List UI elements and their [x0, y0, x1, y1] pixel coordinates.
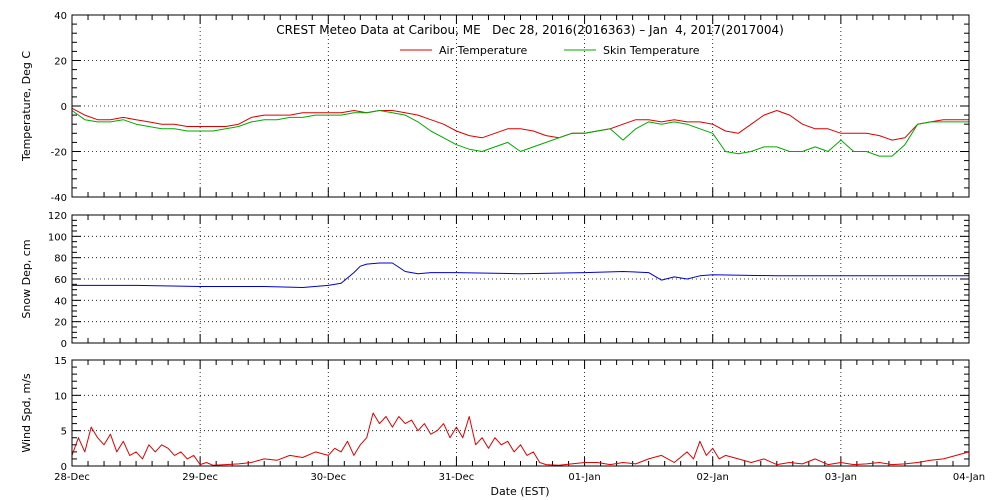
x-tick-label: 31-Dec	[439, 472, 475, 483]
y-tick-label: 10	[54, 391, 67, 402]
plot-frame	[71, 14, 970, 198]
series-line-1-0	[72, 262, 969, 288]
y-tick-label: 0	[61, 102, 67, 113]
y-tick-label: -40	[51, 193, 67, 204]
x-tick-label: 03-Jan	[825, 472, 857, 483]
x-tick-label: 29-Dec	[182, 472, 218, 483]
x-axis-title: Date (EST)	[490, 485, 549, 498]
y-tick-label: 40	[54, 11, 67, 22]
y-tick-label: 0	[61, 462, 67, 473]
series-line-2-0	[71, 412, 970, 466]
panel-temperature: -40 -20 0 20 40 Temperature, Deg C	[20, 11, 970, 204]
x-tick-label: 28-Dec	[54, 472, 90, 483]
series-line-air-temperature	[71, 107, 969, 141]
x-tick-label: 02-Jan	[697, 472, 729, 483]
panel-snow-depth: 0 20 40 60 80 100 120 Snow Dep, cm	[20, 211, 970, 350]
y-axis-title: Snow Dep, cm	[20, 239, 33, 318]
y-tick-label: -20	[51, 148, 67, 159]
legend: Air Temperature Skin Temperature	[400, 44, 700, 57]
y-tick-label: 20	[54, 318, 67, 329]
y-tick-label: 0	[61, 339, 67, 350]
y-tick-label: 80	[54, 254, 67, 265]
y-tick-label: 100	[48, 232, 67, 243]
y-tick-label: 120	[48, 211, 67, 222]
y-tick-label: 60	[54, 275, 67, 286]
x-axis-tick-labels: 28-Dec 29-Dec 30-Dec 31-Dec 01-Jan 02-Jan 03-J…	[54, 472, 985, 483]
series-line-skin-temperature	[71, 110, 969, 157]
plot-frame	[71, 214, 970, 344]
legend-label-skin: Skin Temperature	[603, 44, 700, 57]
x-tick-label: 30-Dec	[310, 472, 346, 483]
panel-wind-speed: 0 5 10 15 Wind Spd, m/s	[20, 356, 970, 473]
x-tick-label: 01-Jan	[568, 472, 600, 483]
y-tick-label: 5	[61, 427, 67, 438]
legend-label-air: Air Temperature	[439, 44, 528, 57]
y-axis-title: Wind Spd, m/s	[20, 373, 33, 453]
figure-title: CREST Meteo Data at Caribou, ME Dec 28, …	[276, 23, 784, 37]
y-tick-label: 40	[54, 296, 67, 307]
y-axis-title: Temperature, Deg C	[20, 51, 33, 162]
y-tick-label: 20	[54, 57, 67, 68]
y-tick-label: 15	[54, 356, 67, 367]
plot-frame	[71, 359, 970, 467]
x-tick-label: 04-Jan	[953, 472, 985, 483]
